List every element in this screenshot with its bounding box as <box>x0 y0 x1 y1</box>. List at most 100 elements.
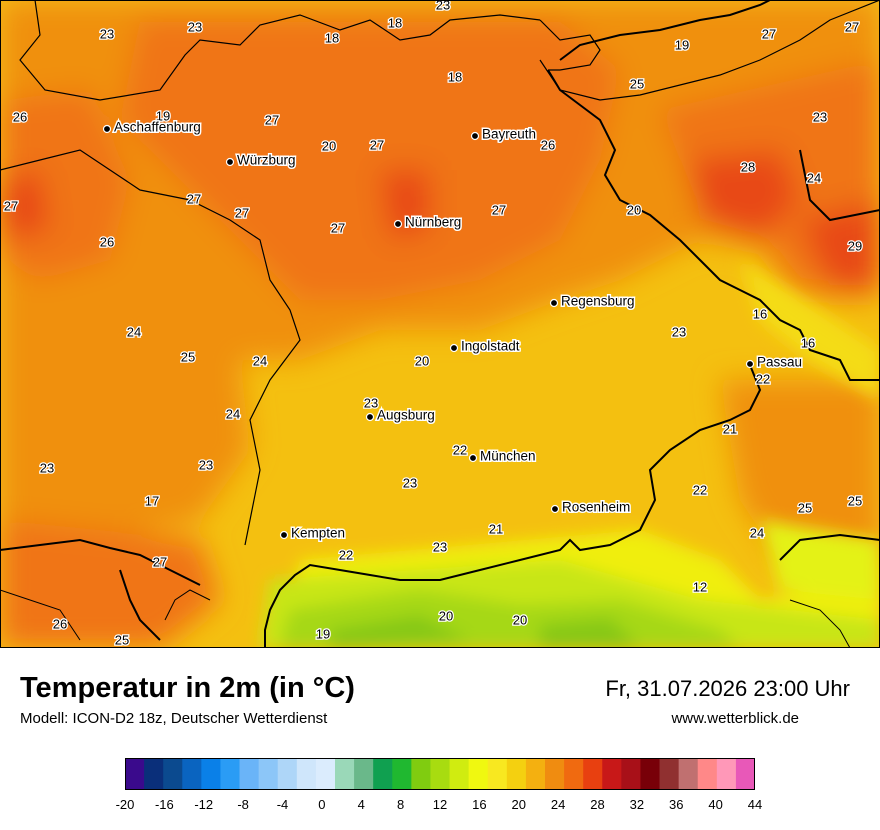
city-dot <box>449 343 459 353</box>
city-dot <box>279 530 289 540</box>
city-label: Kempten <box>291 526 345 541</box>
scale-tick-label: 12 <box>432 797 448 812</box>
city-label: Augsburg <box>377 408 435 423</box>
scale-tick-label: 36 <box>669 797 684 812</box>
scale-swatch <box>621 758 641 790</box>
temp-label: 23 <box>40 460 54 475</box>
temp-label: 26 <box>53 616 67 631</box>
temperature-map: 23 23 18 23 18 19 27 27 18 25 26 19 27 23 20 27 26 28 24 27… <box>0 0 880 648</box>
temp-label: 16 <box>753 306 767 321</box>
scale-swatch <box>697 758 718 790</box>
country-borders <box>0 0 880 648</box>
scale-swatch <box>468 758 489 790</box>
temp-label: 16 <box>801 335 815 350</box>
temp-label: 22 <box>756 371 770 386</box>
temp-label: 27 <box>265 112 279 127</box>
scale-swatch <box>525 758 546 790</box>
temp-label: 23 <box>433 539 447 554</box>
borders <box>0 0 880 546</box>
temp-label: 25 <box>181 349 195 364</box>
scale-swatch <box>602 758 622 790</box>
website-link[interactable]: www.wetterblick.de <box>671 710 799 727</box>
scale-tick-label: 28 <box>590 797 605 812</box>
temp-label: 27 <box>153 554 167 569</box>
city-dot <box>468 453 478 463</box>
scale-swatch <box>239 758 260 790</box>
scale-tick-label: -8 <box>237 797 249 812</box>
city-dot <box>102 124 112 134</box>
scale-swatch <box>640 758 660 790</box>
temp-label: 21 <box>723 421 737 436</box>
scale-tick-label: -20 <box>115 797 135 812</box>
scale-tick-label: 24 <box>550 797 566 812</box>
temp-label: 27 <box>187 191 201 206</box>
region-lines <box>0 589 851 648</box>
city-label: München <box>480 449 536 464</box>
scale-swatch <box>735 758 755 790</box>
city-dot <box>225 157 235 167</box>
temp-label: 23 <box>188 19 202 34</box>
scale-swatch <box>506 758 527 790</box>
scale-swatch <box>373 758 393 790</box>
scale-swatch <box>411 758 431 790</box>
temp-label: 28 <box>741 159 755 174</box>
city-dot <box>745 359 755 369</box>
city-münchen: München <box>468 447 537 465</box>
temp-label: 27 <box>492 202 506 217</box>
scale-tick-label: 32 <box>629 797 645 812</box>
scale-swatch <box>392 758 412 790</box>
scale-swatch <box>296 758 317 790</box>
temp-label: 24 <box>127 324 141 339</box>
temp-label: 18 <box>388 15 402 30</box>
city-label: Bayreuth <box>482 127 536 142</box>
temp-label: 23 <box>199 457 213 472</box>
city-label: Ingolstadt <box>461 339 520 354</box>
temp-label: 24 <box>807 170 821 185</box>
temp-label: 25 <box>848 493 862 508</box>
temp-label: 12 <box>693 579 707 594</box>
scale-swatch <box>678 758 699 790</box>
scale-tick-label: 40 <box>708 797 723 812</box>
scale-swatch <box>335 758 355 790</box>
scale-swatch <box>277 758 298 790</box>
temp-label: 27 <box>762 26 776 41</box>
temp-label: 17 <box>145 493 159 508</box>
temperature-labels: 23 23 18 23 18 19 27 27 18 25 26 19 27 23 20 27 26 28 24 27… <box>3 0 864 648</box>
scale-swatch <box>716 758 737 790</box>
temp-label: 18 <box>325 30 339 45</box>
temp-label: 22 <box>453 442 467 457</box>
scale-tick-label: 8 <box>397 797 405 812</box>
temp-label: 23 <box>436 0 450 12</box>
temp-label: 20 <box>513 612 527 627</box>
scale-swatch <box>354 758 374 790</box>
temp-label: 19 <box>675 37 689 52</box>
scale-tick-label: 0 <box>318 797 326 812</box>
scale-swatch <box>659 758 680 790</box>
temp-label: 27 <box>4 198 18 213</box>
city-aschaffenburg: Aschaffenburg <box>102 118 202 136</box>
city-label: Aschaffenburg <box>114 120 201 135</box>
temp-label: 26 <box>13 109 27 124</box>
temp-label: 23 <box>813 109 827 124</box>
temp-label: 18 <box>448 69 462 84</box>
scale-swatch <box>125 758 145 790</box>
city-passau: Passau <box>745 353 804 371</box>
city-dot <box>365 412 375 422</box>
city-markers: Aschaffenburg Würzburg Bayreuth Nürnberg Reg… <box>102 118 804 542</box>
model-info: Modell: ICON-D2 18z, Deutscher Wetterdie… <box>20 710 328 727</box>
city-ingolstadt: Ingolstadt <box>449 337 521 355</box>
footer: Temperatur in 2m (in °C) Modell: ICON-D2… <box>0 648 880 830</box>
temp-label: 27 <box>235 205 249 220</box>
scale-tick-label: -12 <box>194 797 214 812</box>
temp-label: 25 <box>630 76 644 91</box>
city-label: Rosenheim <box>562 500 630 515</box>
scale-swatch <box>182 758 202 790</box>
scale-tick-label: 44 <box>747 797 763 812</box>
temp-label: 24 <box>226 406 240 421</box>
temp-label: 27 <box>331 220 345 235</box>
temp-label: 23 <box>672 324 686 339</box>
city-label: Passau <box>757 355 802 370</box>
temp-label: 29 <box>848 238 862 253</box>
temp-label: 27 <box>845 19 859 34</box>
city-label: Regensburg <box>561 294 635 309</box>
